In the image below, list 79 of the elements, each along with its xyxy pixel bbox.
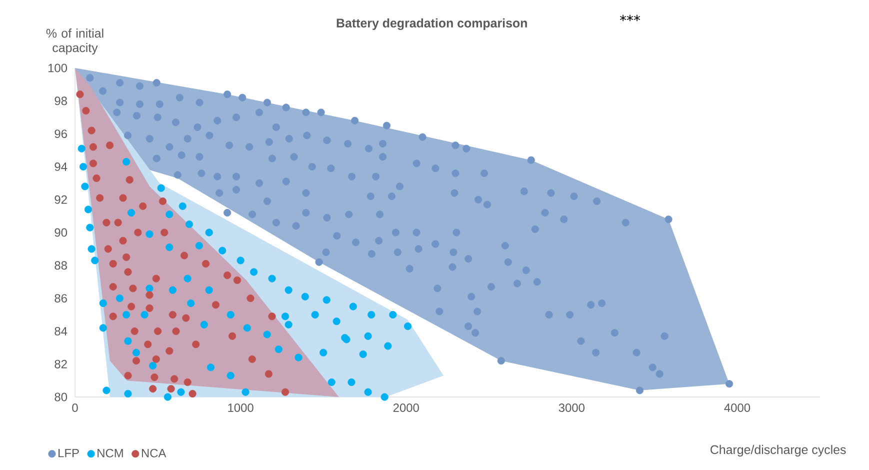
point (180, 252, 188, 260)
x-tick-label: 0 (72, 404, 78, 412)
point (248, 355, 256, 363)
point (184, 378, 192, 386)
point (119, 236, 127, 245)
y-tick-label: 86 (54, 294, 67, 303)
point (172, 327, 180, 335)
y-tick-label: 82 (54, 360, 67, 368)
point (132, 357, 140, 365)
point (154, 327, 162, 335)
point (160, 228, 168, 236)
y-tick-label: 98 (54, 96, 67, 106)
point (264, 370, 272, 378)
y-tick-label: 100 (48, 64, 68, 72)
point (144, 340, 152, 348)
y-tick-label: 96 (54, 130, 67, 138)
point (114, 218, 122, 226)
point (139, 202, 147, 210)
point (104, 245, 112, 253)
y-tick-label: 90 (54, 228, 68, 237)
text: *** (620, 14, 640, 22)
point (168, 310, 176, 319)
point (192, 340, 200, 348)
y-tick-label: 84 (54, 326, 68, 336)
point (152, 274, 160, 282)
point (109, 282, 117, 291)
x-tick-label: 2000 (393, 404, 419, 412)
point (109, 312, 117, 320)
point (182, 314, 190, 322)
point (119, 194, 127, 202)
point (212, 301, 220, 309)
x-tick-label: 3000 (558, 404, 585, 412)
y-tick-label: 92 (54, 195, 67, 204)
point (224, 271, 232, 280)
point (233, 276, 242, 284)
point (166, 347, 174, 355)
point (268, 312, 276, 320)
point (82, 106, 90, 115)
legend-label: NCA (142, 448, 166, 458)
x-axis-title: Charge/discharge cycles (710, 444, 846, 457)
chart-title: Battery degradation comparison (336, 18, 527, 30)
point (152, 355, 160, 363)
point (89, 160, 97, 168)
point (228, 332, 236, 340)
x-tick-label: 1000 (228, 404, 254, 412)
point (106, 142, 114, 150)
point (188, 390, 196, 398)
point (146, 291, 154, 299)
point (122, 253, 130, 261)
y-tick-label: 88 (54, 261, 67, 270)
point (281, 388, 290, 396)
point (126, 176, 134, 184)
point (96, 194, 104, 202)
y-tick-label: 80 (54, 392, 68, 402)
point (167, 384, 175, 393)
point (134, 228, 142, 236)
legend-label: LFP (58, 448, 79, 458)
y-tick-label: 94 (54, 162, 68, 171)
point (202, 260, 210, 268)
point (76, 90, 84, 98)
point (124, 372, 132, 380)
point (128, 302, 136, 310)
point (170, 375, 178, 383)
point (158, 197, 167, 206)
point (92, 174, 100, 182)
point (88, 126, 96, 134)
point (102, 218, 110, 226)
point (124, 268, 132, 276)
y-axis-title: % of initial capacity (46, 28, 104, 55)
legend-label: NCM (98, 448, 123, 458)
point (129, 284, 137, 292)
x-tick-label: 4000 (724, 404, 750, 412)
point (89, 143, 97, 151)
point (109, 260, 117, 268)
point (146, 304, 154, 312)
point (149, 384, 157, 393)
point (246, 294, 254, 302)
point (150, 373, 158, 382)
point (130, 327, 138, 335)
